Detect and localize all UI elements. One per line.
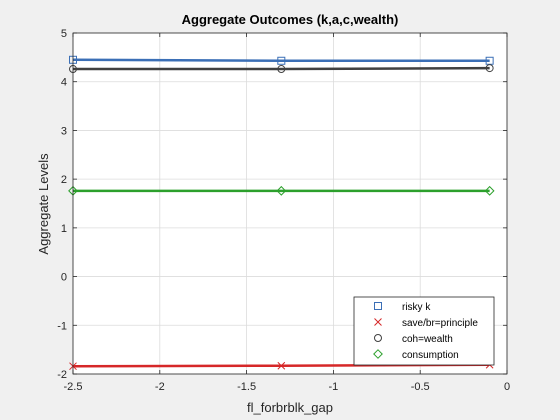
- y-tick-label: 5: [61, 28, 67, 40]
- series-line-0: [72, 58, 490, 63]
- legend-box: [353, 296, 495, 366]
- chart-title: Aggregate Outcomes (k,a,c,wealth): [182, 12, 399, 27]
- legend: risky k save/br=principle coh=wealth consum…: [353, 296, 495, 366]
- series-line-2: [73, 66, 490, 71]
- series-3-point: [276, 185, 287, 196]
- legend-label: risky k: [402, 302, 431, 313]
- series-2-point: [277, 65, 286, 74]
- x-axis: -2.5 -2 -1.5 -1 -0.5 0: [64, 33, 510, 393]
- legend-label: consumption: [402, 350, 459, 361]
- legend-marker-2: [374, 334, 382, 342]
- legend-marker-3: [373, 349, 383, 359]
- y-axis-label: Aggregate Levels: [36, 153, 51, 255]
- legend-label: coh=wealth: [402, 334, 453, 345]
- plot-frame: [72, 32, 508, 375]
- legend-marker-1: [374, 318, 382, 326]
- series-2-point: [485, 64, 494, 73]
- y-axis: -2 -1 0 1 2 3 4 5: [57, 28, 507, 381]
- x-tick-label: 0: [504, 381, 510, 393]
- x-axis-label: fl_forbrblk_gap: [247, 400, 333, 415]
- x-tick-label: -2: [155, 381, 165, 393]
- y-tick-label: 4: [61, 77, 67, 89]
- series-1-point: [277, 361, 286, 370]
- series-3-point: [484, 185, 495, 196]
- y-tick-label: 0: [61, 272, 67, 284]
- y-tick-label: 3: [61, 125, 67, 137]
- x-tick-label: -0.5: [411, 381, 430, 393]
- y-tick-label: 2: [61, 174, 67, 186]
- y-tick-label: -1: [57, 320, 67, 332]
- legend-label: save/br=principle: [402, 318, 478, 329]
- y-tick-label: 1: [61, 223, 67, 235]
- x-tick-label: -1: [329, 381, 339, 393]
- x-tick-label: -2.5: [64, 381, 83, 393]
- series-0-point: [277, 56, 286, 65]
- x-tick-label: -1.5: [237, 381, 256, 393]
- legend-marker-0: [374, 302, 382, 310]
- y-tick-label: -2: [57, 369, 67, 381]
